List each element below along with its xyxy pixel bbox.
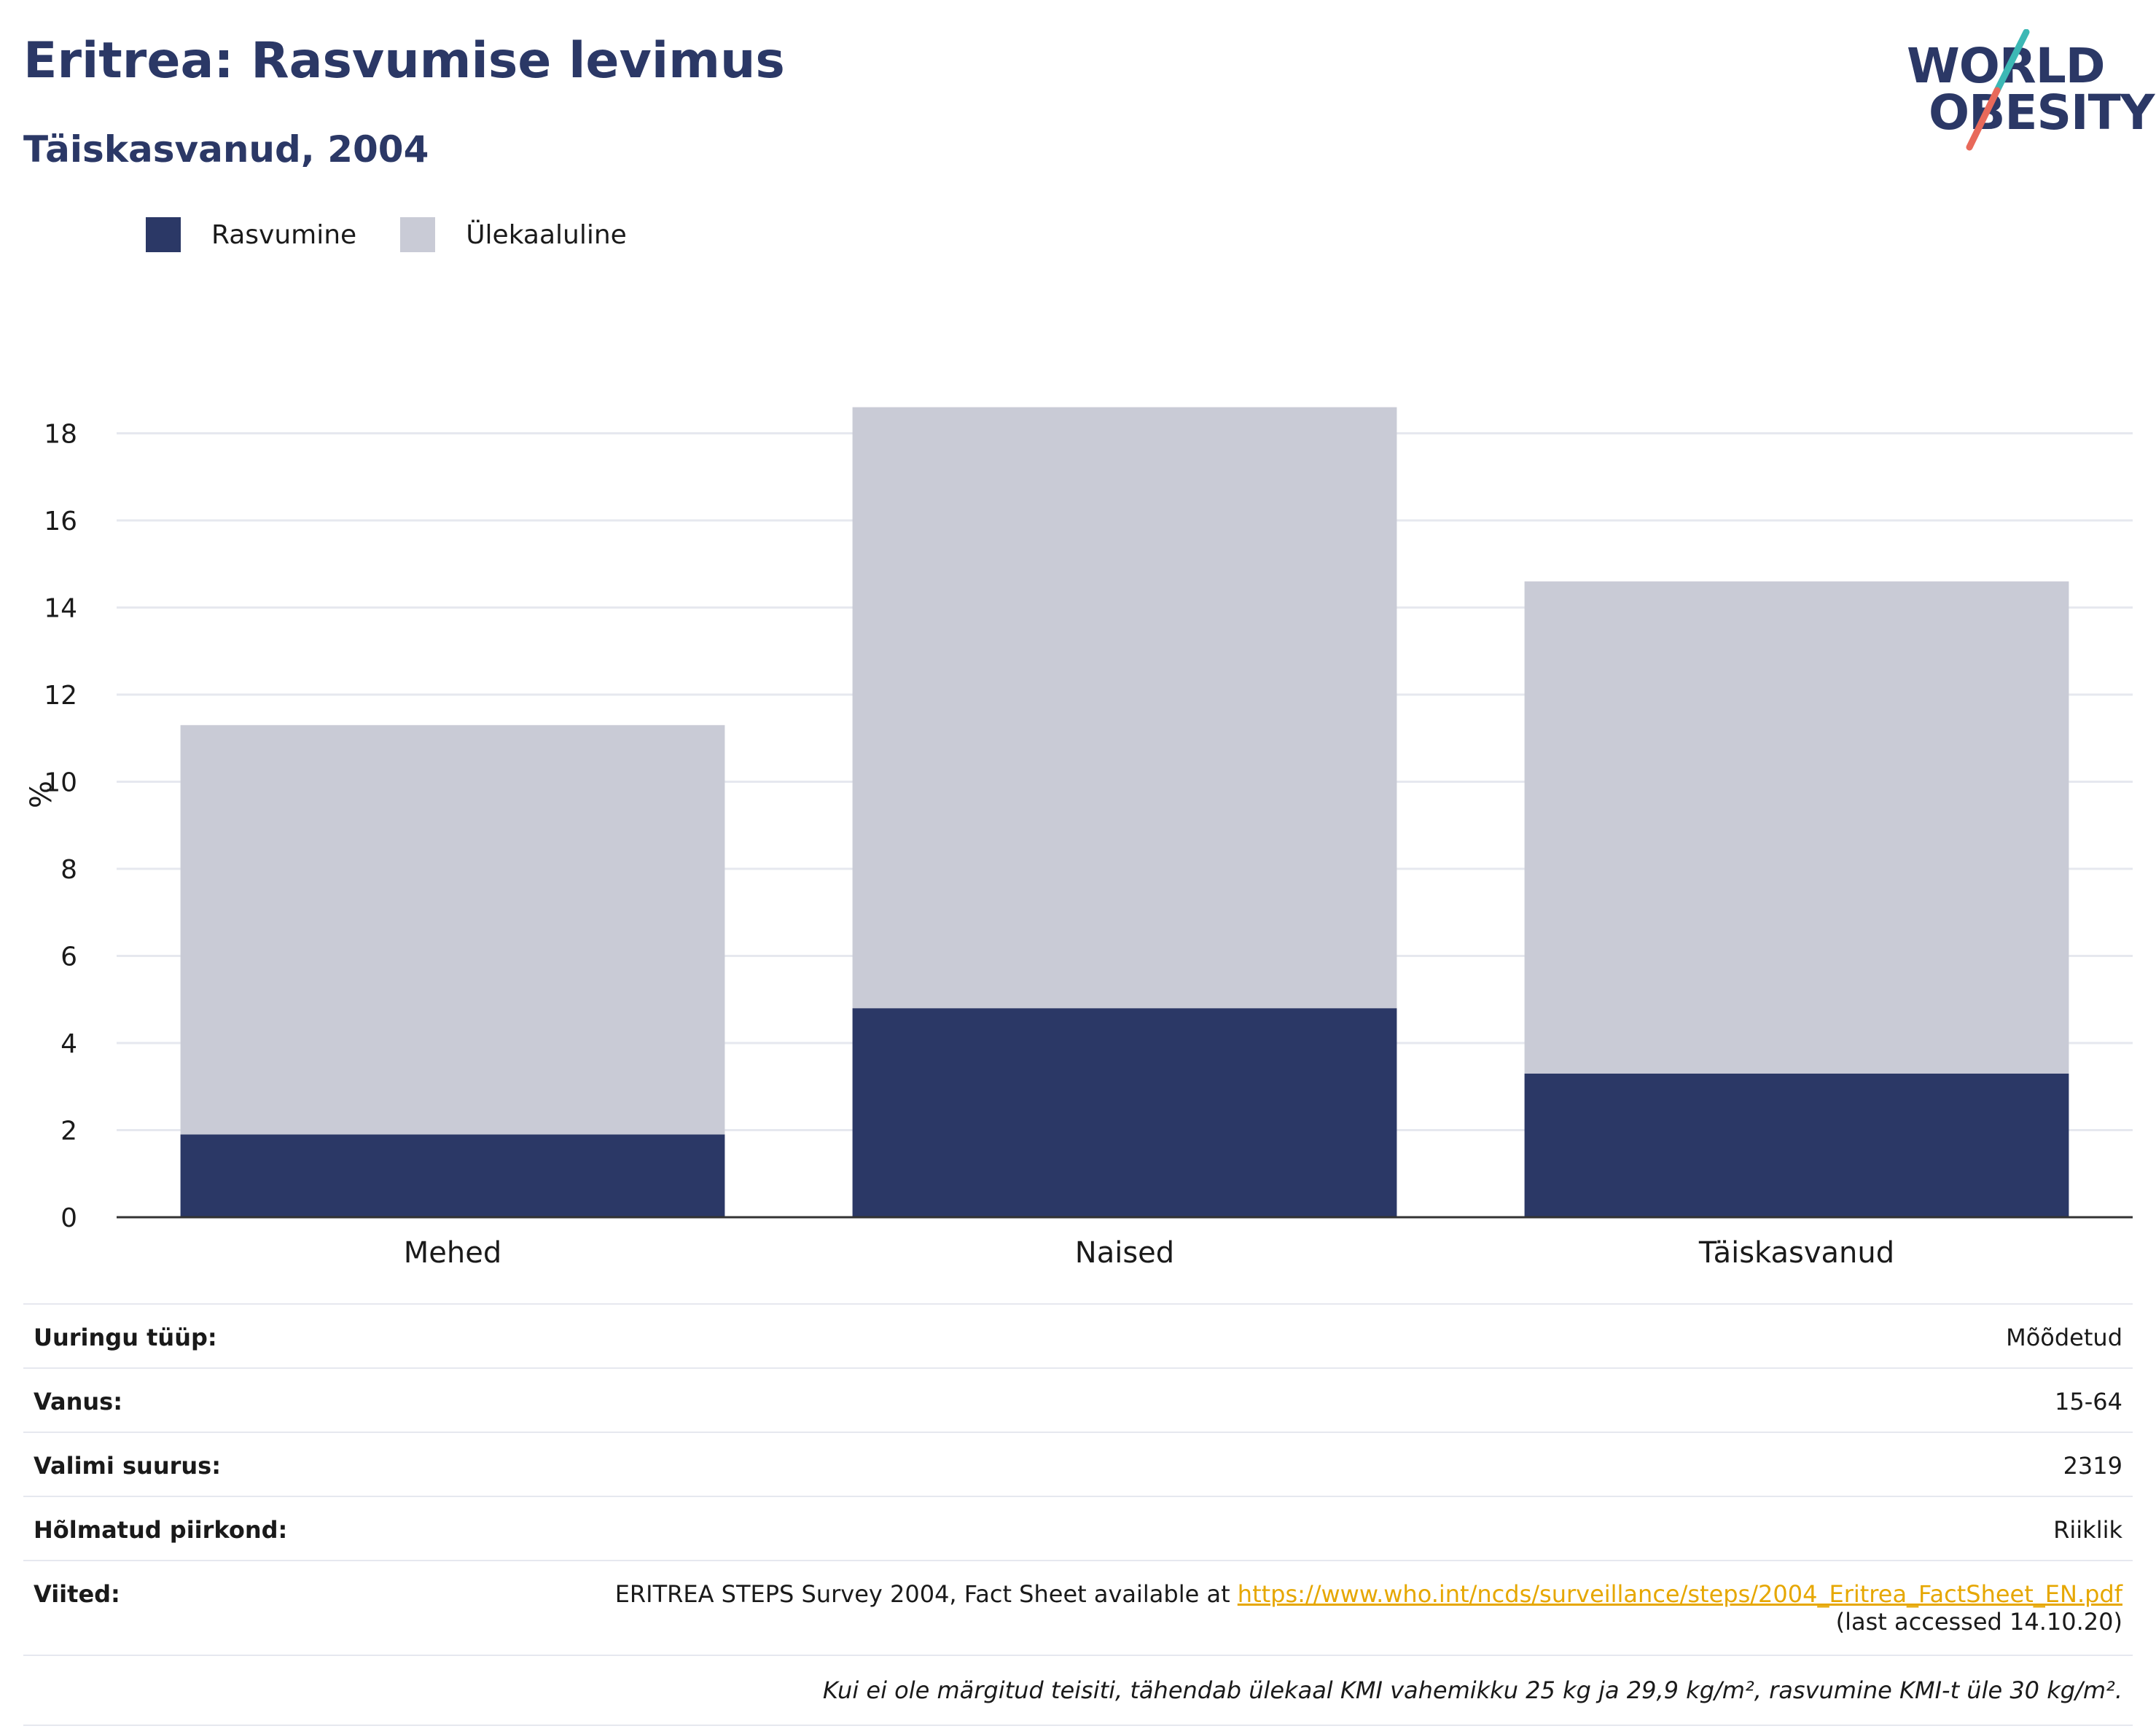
reference-link[interactable]: https://www.who.int/ncds/surveillance/st… bbox=[1237, 1580, 2122, 1608]
x-tick-label: Mehed bbox=[404, 1236, 501, 1270]
y-tick-label: 18 bbox=[44, 420, 77, 450]
metadata-table: Uuringu tüüp: Mõõdetud Vanus: 15-64 Vali… bbox=[23, 1303, 2133, 1726]
meta-key: Uuringu tüüp: bbox=[34, 1324, 217, 1351]
reference-accessed: (last accessed 14.10.20) bbox=[1835, 1608, 2122, 1636]
y-tick-label: 12 bbox=[44, 681, 77, 711]
meta-row-age: Vanus: 15-64 bbox=[23, 1367, 2133, 1432]
bar-chart: 0 2 4 6 8 10 12 14 16 18% Mehed Naised Täiskasvanud bbox=[25, 407, 2133, 1270]
meta-row-references: Viited: ERITREA STEPS Survey 2004, Fact … bbox=[23, 1560, 2133, 1655]
legend-label-obesity: Rasvumine bbox=[211, 219, 357, 250]
y-tick-label: 14 bbox=[44, 594, 77, 624]
bar-obesity-2 bbox=[1524, 1073, 2069, 1217]
bar-overweight-1 bbox=[852, 407, 1397, 1009]
bar-overweight-0 bbox=[180, 725, 725, 1135]
y-tick-label: 8 bbox=[60, 855, 77, 885]
meta-value: Riiklik bbox=[2053, 1516, 2122, 1544]
reference-text: ERITREA STEPS Survey 2004, Fact Sheet av… bbox=[614, 1580, 1238, 1608]
y-tick-label: 6 bbox=[60, 942, 77, 972]
meta-value: 2319 bbox=[2063, 1452, 2122, 1480]
meta-row-region: Hõlmatud piirkond: Riiklik bbox=[23, 1496, 2133, 1560]
legend-label-overweight: Ülekaaluline bbox=[466, 219, 627, 250]
legend-swatch-obesity bbox=[146, 217, 181, 252]
meta-key: Hõlmatud piirkond: bbox=[34, 1516, 288, 1544]
meta-value: 15-64 bbox=[2055, 1388, 2122, 1415]
y-tick-label: 2 bbox=[60, 1117, 77, 1147]
x-tick-label: Täiskasvanud bbox=[1698, 1236, 1894, 1270]
chart-legend: Rasvumine Ülekaaluline bbox=[146, 217, 671, 252]
meta-row-survey-type: Uuringu tüüp: Mõõdetud bbox=[23, 1303, 2133, 1367]
meta-row-sample-size: Valimi suurus: 2319 bbox=[23, 1432, 2133, 1496]
meta-value: ERITREA STEPS Survey 2004, Fact Sheet av… bbox=[615, 1580, 2122, 1636]
legend-swatch-overweight bbox=[400, 217, 436, 252]
y-tick-label: 0 bbox=[60, 1203, 77, 1233]
y-tick-label: 16 bbox=[44, 507, 77, 536]
y-tick-label: 10 bbox=[44, 768, 77, 798]
meta-key: Valimi suurus: bbox=[34, 1452, 222, 1480]
bmi-footnote: Kui ei ole märgitud teisiti, tähendab ül… bbox=[23, 1655, 2133, 1726]
y-axis-label: % bbox=[25, 781, 58, 808]
chart-subtitle: Täiskasvanud, 2004 bbox=[23, 128, 429, 171]
meta-key: Viited: bbox=[34, 1580, 120, 1608]
y-tick-label: 4 bbox=[60, 1029, 77, 1059]
bar-obesity-0 bbox=[180, 1134, 725, 1217]
bar-obesity-1 bbox=[852, 1008, 1397, 1217]
meta-value: Mõõdetud bbox=[2006, 1324, 2122, 1351]
world-obesity-logo: WORLD OBESITY bbox=[1902, 29, 2155, 153]
logo-slash-icon bbox=[1966, 29, 2030, 151]
x-tick-label: Naised bbox=[1075, 1236, 1174, 1270]
chart-title: Eritrea: Rasvumise levimus bbox=[23, 32, 785, 90]
bar-overweight-2 bbox=[1524, 581, 2069, 1074]
legend-item-obesity[interactable]: Rasvumine bbox=[146, 217, 356, 252]
legend-item-overweight[interactable]: Ülekaaluline bbox=[400, 217, 627, 252]
meta-key: Vanus: bbox=[34, 1388, 123, 1415]
logo-line-2: OBESITY bbox=[1929, 85, 2155, 141]
